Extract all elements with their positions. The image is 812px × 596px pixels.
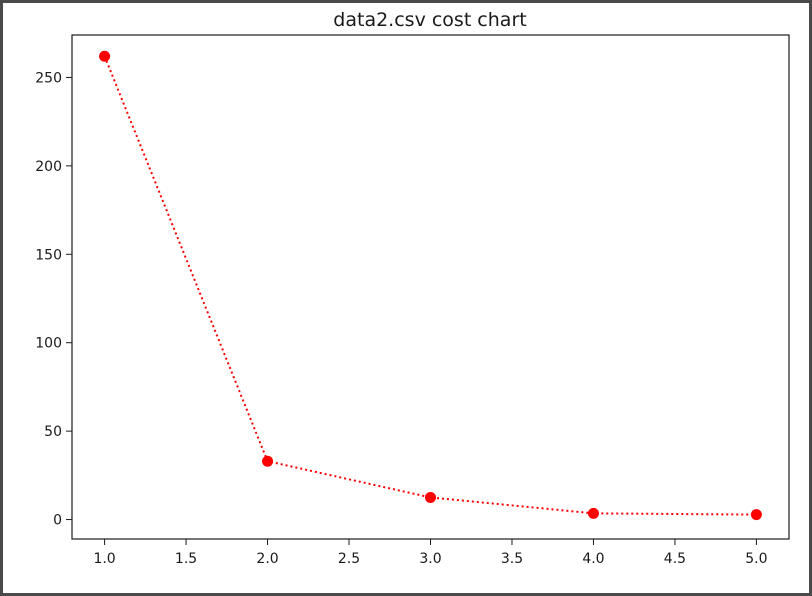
y-tick-label: 100 xyxy=(35,336,62,352)
data-point xyxy=(262,455,274,467)
data-point xyxy=(750,509,762,521)
series-layer xyxy=(99,50,762,521)
data-point xyxy=(587,507,599,519)
data-point xyxy=(99,50,111,62)
x-tick-label: 1.5 xyxy=(175,551,197,567)
x-tick-label: 4.5 xyxy=(664,551,686,567)
x-tick-label: 3.5 xyxy=(501,551,523,567)
x-tick-label: 2.5 xyxy=(338,551,360,567)
x-tick-label: 5.0 xyxy=(745,551,767,567)
x-tick-label: 1.0 xyxy=(93,551,115,567)
x-tick-label: 2.0 xyxy=(256,551,278,567)
x-tick-label: 3.0 xyxy=(419,551,441,567)
y-tick-label: 150 xyxy=(35,247,62,263)
series-line xyxy=(103,55,757,516)
plot-area xyxy=(71,34,790,540)
y-tick-label: 200 xyxy=(35,159,62,175)
x-axis: 1.0 1.5 2.0 2.5 3.0 3.5 4.0 4.5 5.0 xyxy=(93,539,768,567)
y-axis: 0 50 100 150 200 250 xyxy=(35,70,72,529)
y-tick-label: 250 xyxy=(35,70,62,86)
data-point xyxy=(425,491,436,503)
chart-title: data2.csv cost chart xyxy=(333,9,526,31)
line-chart: data2.csv cost chart 1.0 1.5 2.0 2.5 3.0 3.5 4… xyxy=(35,9,790,567)
y-tick-label: 50 xyxy=(44,424,62,440)
x-tick-label: 4.0 xyxy=(582,551,604,567)
y-tick-label: 0 xyxy=(53,513,62,529)
